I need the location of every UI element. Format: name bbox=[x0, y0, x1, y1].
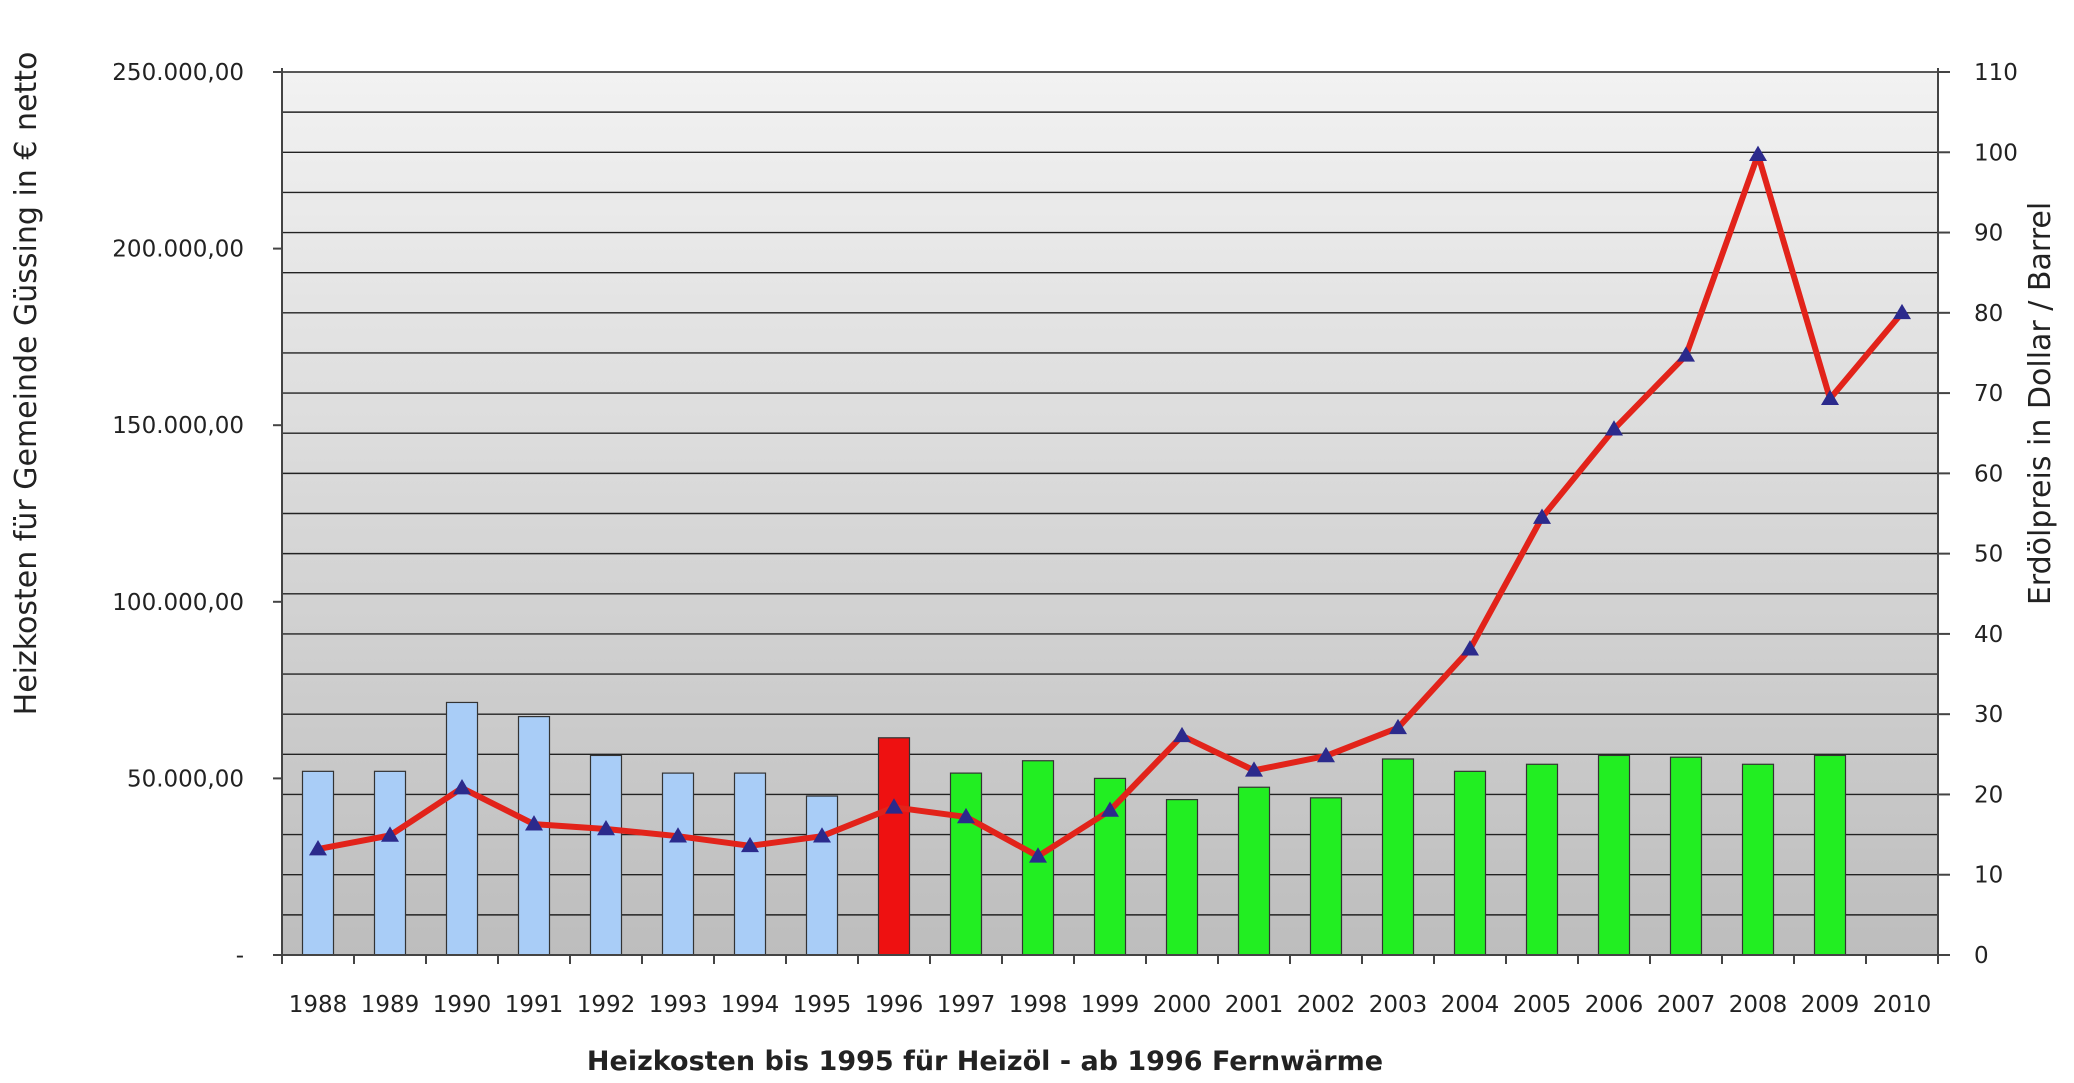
x-tick-label: 1998 bbox=[1009, 992, 1068, 1018]
y-tick-label: 150.000,00 bbox=[112, 413, 244, 439]
x-tick-label: 2009 bbox=[1801, 992, 1860, 1018]
x-tick-label: 2000 bbox=[1153, 992, 1212, 1018]
bar-1993 bbox=[661, 772, 695, 956]
x-tick-label: 2005 bbox=[1513, 992, 1572, 1018]
oil-price-point-1997 bbox=[957, 807, 975, 824]
bar-2008 bbox=[1741, 763, 1775, 956]
y2-tick-label: 60 bbox=[1974, 461, 2003, 487]
bar-series bbox=[301, 701, 1847, 956]
x-tick-label: 1996 bbox=[865, 992, 924, 1018]
bar-1995 bbox=[805, 795, 839, 956]
x-tick-label: 1997 bbox=[937, 992, 996, 1018]
bar-1996 bbox=[877, 737, 911, 956]
y-tick-label: 50.000,00 bbox=[127, 766, 244, 792]
x-tick-label: 1989 bbox=[361, 992, 420, 1018]
bar-1991 bbox=[517, 715, 551, 956]
oil-price-point-1992 bbox=[597, 819, 615, 836]
bar-1994 bbox=[733, 772, 767, 956]
bar-2002 bbox=[1309, 797, 1343, 956]
oil-price-point-1998 bbox=[1029, 847, 1047, 863]
oil-price-point-2002 bbox=[1317, 746, 1335, 763]
bar-1989 bbox=[373, 770, 407, 956]
x-tick-label: 2008 bbox=[1729, 992, 1788, 1018]
x-tick-label: 1995 bbox=[793, 992, 852, 1018]
oil-price-point-2000 bbox=[1173, 726, 1191, 743]
x-tick-label: 1992 bbox=[577, 992, 636, 1018]
y2-tick-label: 0 bbox=[1974, 943, 1989, 969]
x-tick-label: 1988 bbox=[289, 992, 348, 1018]
y2-axis-title: Erdölpreis in Dollar / Barrel bbox=[2023, 202, 2058, 605]
oil-price-point-2006 bbox=[1605, 420, 1623, 436]
x-tick-label: 1991 bbox=[505, 992, 564, 1018]
x-tick-label: 2004 bbox=[1441, 992, 1500, 1018]
x-axis-title: Heizkosten bis 1995 für Heizöl - ab 1996… bbox=[587, 1046, 1383, 1077]
y-axis-title: Heizkosten für Gemeinde Güssing in € net… bbox=[9, 52, 44, 716]
bar-2006 bbox=[1597, 754, 1631, 956]
y2-tick-label: 20 bbox=[1974, 782, 2003, 808]
oil-price-point-2009 bbox=[1821, 389, 1839, 406]
bar-1990 bbox=[445, 701, 479, 956]
x-tick-label: 2006 bbox=[1585, 992, 1644, 1018]
y2-tick-label: 100 bbox=[1974, 140, 2018, 166]
x-tick-label: 2007 bbox=[1657, 992, 1716, 1018]
y2-tick-label: 80 bbox=[1974, 301, 2003, 327]
oil-price-point-2007 bbox=[1677, 346, 1695, 362]
oil-price-point-1988 bbox=[309, 840, 327, 856]
bar-2005 bbox=[1525, 763, 1559, 956]
oil-price-point-1996 bbox=[885, 798, 903, 814]
oil-price-point-1994 bbox=[741, 836, 759, 853]
y2-tick-label: 10 bbox=[1974, 863, 2003, 889]
oil-price-point-2008 bbox=[1749, 145, 1767, 161]
bar-2001 bbox=[1237, 786, 1271, 956]
bar-1997 bbox=[949, 772, 983, 956]
oil-price-point-2010 bbox=[1893, 303, 1911, 320]
oil-price-point-1991 bbox=[525, 815, 543, 831]
y2-tick-label: 90 bbox=[1974, 221, 2003, 247]
y2-tick-label: 70 bbox=[1974, 381, 2003, 407]
oil-price-point-2003 bbox=[1389, 718, 1407, 735]
oil-price-series bbox=[309, 145, 1911, 863]
y2-tick-label: 110 bbox=[1974, 60, 2018, 86]
x-tick-label: 2002 bbox=[1297, 992, 1356, 1018]
oil-price-point-1995 bbox=[813, 827, 831, 843]
x-tick-label: 1990 bbox=[433, 992, 492, 1018]
x-tick-label: 1993 bbox=[649, 992, 708, 1018]
oil-price-point-2004 bbox=[1461, 640, 1479, 656]
bar-2000 bbox=[1165, 798, 1199, 956]
y2-tick-label: 30 bbox=[1974, 702, 2003, 728]
bar-1992 bbox=[589, 754, 623, 956]
y2-tick-label: 40 bbox=[1974, 622, 2003, 648]
x-tick-label: 1994 bbox=[721, 992, 780, 1018]
y-tick-label: 200.000,00 bbox=[112, 237, 244, 263]
oil-price-point-1993 bbox=[669, 827, 687, 843]
gridlines bbox=[282, 71, 1938, 956]
bar-2003 bbox=[1381, 758, 1415, 956]
y-tick-label: 250.000,00 bbox=[112, 60, 244, 86]
bar-2004 bbox=[1453, 770, 1487, 956]
bar-2009 bbox=[1813, 754, 1847, 956]
oil-price-point-2001 bbox=[1245, 761, 1263, 777]
y2-tick-label: 50 bbox=[1974, 542, 2003, 568]
oil-price-point-1990 bbox=[453, 779, 471, 795]
axes: - 50.000,00 100.000,00 150.000,00 200.000,00… bbox=[112, 60, 2018, 1018]
x-tick-label: 2010 bbox=[1873, 992, 1932, 1018]
oil-price-point-2005 bbox=[1533, 508, 1551, 524]
x-tick-label: 2001 bbox=[1225, 992, 1284, 1018]
x-tick-label: 2003 bbox=[1369, 992, 1428, 1018]
oil-price-point-1989 bbox=[381, 826, 399, 842]
y-tick-label: - bbox=[236, 943, 244, 969]
oil-price-point-1999 bbox=[1101, 801, 1119, 817]
bar-1988 bbox=[301, 770, 335, 956]
x-tick-label: 1999 bbox=[1081, 992, 1140, 1018]
y-tick-label: 100.000,00 bbox=[112, 590, 244, 616]
bar-2007 bbox=[1669, 756, 1703, 956]
